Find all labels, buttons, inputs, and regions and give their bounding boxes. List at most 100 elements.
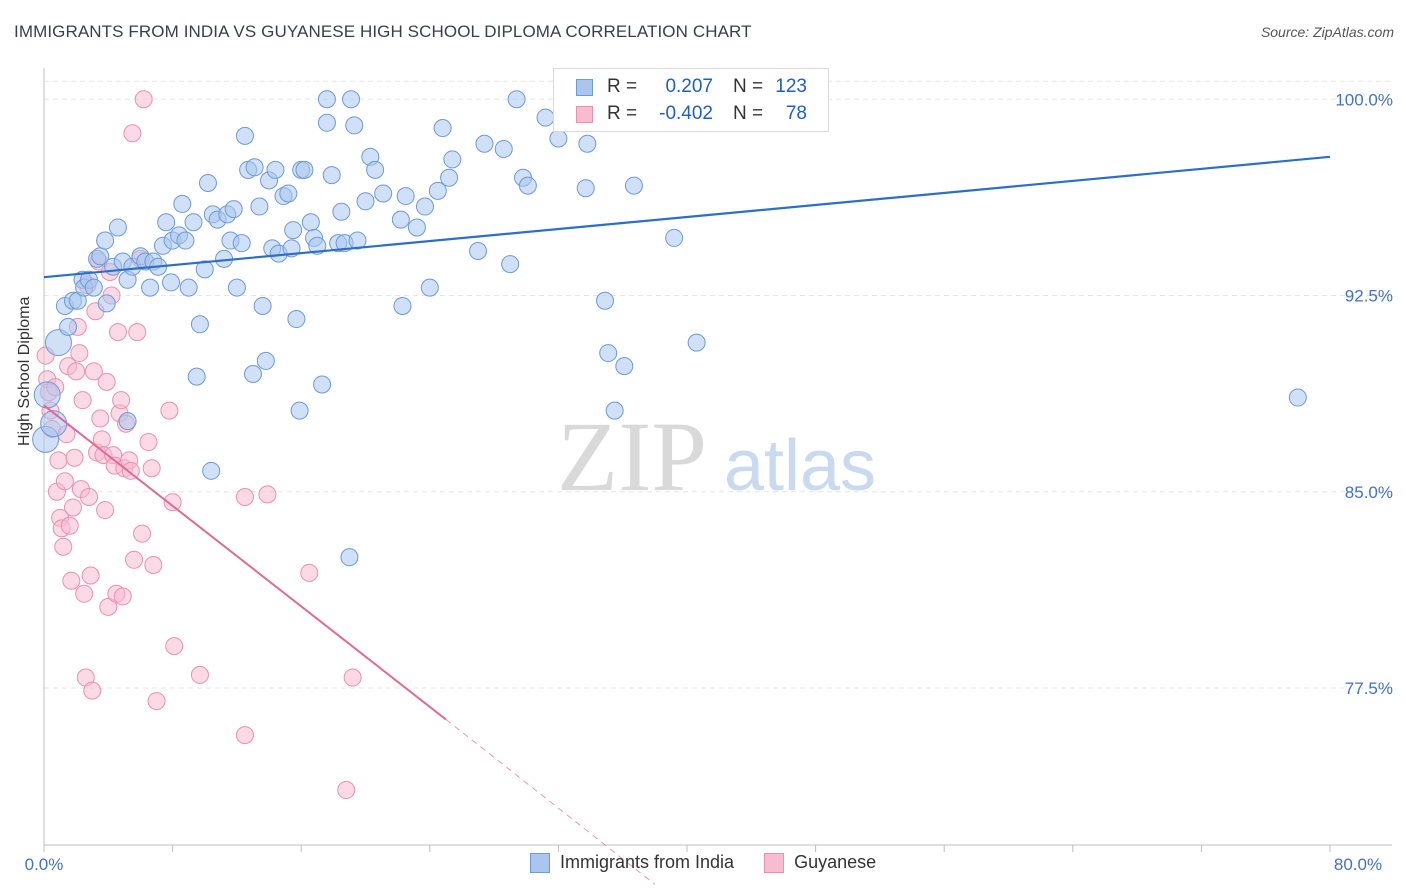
series-legend-india[interactable]: Immigrants from India xyxy=(530,852,734,873)
guyanese-point xyxy=(343,668,362,687)
series-legend-guyanese[interactable]: Guyanese xyxy=(764,852,876,873)
guyanese-point xyxy=(112,391,131,410)
series-swatch-guyanese xyxy=(764,852,785,873)
guyanese-point xyxy=(163,493,182,512)
y-tick-label: 100.0% xyxy=(1335,90,1393,109)
guyanese-point xyxy=(63,498,82,517)
guyanese-point xyxy=(81,566,100,585)
x-tick-label: 80.0% xyxy=(1334,855,1382,874)
series-swatch-india xyxy=(530,852,550,873)
india-point xyxy=(313,375,332,394)
legend-row-india: R = 0.207 N = 123 xyxy=(576,74,807,100)
india-point xyxy=(356,192,375,211)
india-point xyxy=(348,231,367,250)
series-label-guyanese: Guyanese xyxy=(794,852,877,872)
guyanese-point xyxy=(62,571,81,590)
india-point xyxy=(578,134,597,153)
india-point xyxy=(256,351,275,370)
guyanese-point xyxy=(235,487,254,506)
india-point xyxy=(443,150,462,169)
india-point xyxy=(97,294,116,313)
india-point xyxy=(295,160,314,179)
india-point xyxy=(469,242,488,261)
guyanese-point xyxy=(144,556,163,575)
india-point xyxy=(317,113,336,132)
india-point xyxy=(494,139,513,158)
guyanese-point xyxy=(134,90,153,109)
india-point xyxy=(332,202,351,221)
india-point xyxy=(250,197,269,216)
guyanese-point xyxy=(113,587,132,606)
india-point xyxy=(301,213,320,232)
legend-n-label: N = xyxy=(733,76,764,97)
india-point xyxy=(284,221,303,240)
india-point xyxy=(440,168,459,187)
india-point xyxy=(96,231,115,250)
guyanese-point xyxy=(49,451,68,470)
india-point xyxy=(224,200,243,219)
guyanese-point xyxy=(67,362,86,381)
india-point xyxy=(232,234,251,253)
guyanese-point xyxy=(96,501,115,520)
axes xyxy=(43,68,1392,852)
guyanese-trend-extension xyxy=(445,719,656,885)
guyanese-point xyxy=(99,597,118,616)
india-point xyxy=(235,126,254,145)
india-point xyxy=(391,210,410,229)
y-tick-label: 92.5% xyxy=(1345,287,1393,306)
india-point xyxy=(599,344,618,363)
india-point xyxy=(176,231,195,250)
guyanese-point xyxy=(235,726,254,745)
india-point xyxy=(687,333,706,352)
india-point xyxy=(1288,388,1307,407)
india-point xyxy=(433,119,452,138)
legend-swatch-india xyxy=(576,78,593,96)
india-point xyxy=(317,90,336,109)
source-label: Source: ZipAtlas.com xyxy=(1260,24,1394,40)
legend-n-label: N = xyxy=(733,103,764,124)
guyanese-point xyxy=(80,487,99,506)
series-legend: Immigrants from India Guyanese xyxy=(530,852,906,873)
india-point xyxy=(118,412,137,431)
india-point xyxy=(187,367,206,386)
india-point xyxy=(179,278,198,297)
india-point xyxy=(396,187,415,206)
india-point xyxy=(549,129,568,148)
y-tick-label: 77.5% xyxy=(1345,679,1393,698)
india-point xyxy=(108,218,127,237)
chart-title: IMMIGRANTS FROM INDIA VS GUYANESE HIGH S… xyxy=(14,22,752,41)
guyanese-point xyxy=(65,448,84,467)
india-point xyxy=(161,273,180,292)
tick-labels: 77.5% 85.0% 92.5% 100.0% 0.0% 80.0% xyxy=(25,90,1393,874)
guyanese-point xyxy=(108,323,127,342)
india-point xyxy=(518,176,537,195)
india-point xyxy=(40,410,68,438)
legend-swatch-guyanese xyxy=(576,105,593,123)
india-point xyxy=(605,401,624,420)
india-point xyxy=(420,278,439,297)
legend: R = 0.207 N = 123 R = -0.402 N = 78 xyxy=(553,68,829,132)
india-point xyxy=(624,176,643,195)
trend-lines xyxy=(43,155,1331,885)
india-point xyxy=(536,108,555,127)
y-tick-label: 85.0% xyxy=(1345,483,1393,502)
india-point xyxy=(428,181,447,200)
india-point xyxy=(665,228,684,247)
india-trend-line xyxy=(43,155,1331,279)
guyanese-point xyxy=(300,563,319,582)
india-point xyxy=(227,278,246,297)
india-point xyxy=(308,236,327,255)
legend-r-value: 0.207 xyxy=(665,76,713,97)
guyanese-point xyxy=(258,485,277,504)
india-point xyxy=(342,90,361,109)
india-point xyxy=(415,197,434,216)
india-point xyxy=(475,134,494,153)
india-point xyxy=(245,158,264,177)
guyanese-point xyxy=(337,781,356,800)
india-point xyxy=(290,401,309,420)
x-tick-label: 0.0% xyxy=(25,855,64,874)
guyanese-point xyxy=(54,537,73,556)
india-point xyxy=(345,116,364,135)
guyanese-point xyxy=(70,344,89,363)
india-point xyxy=(279,184,298,203)
